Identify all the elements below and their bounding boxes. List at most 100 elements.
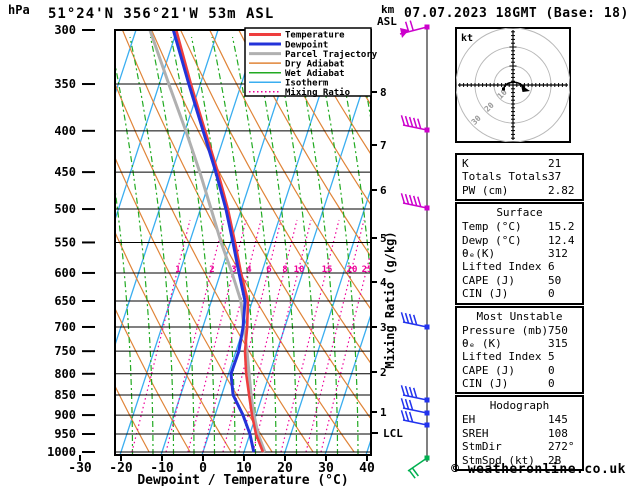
stat-label: Dewp (°C) xyxy=(462,233,522,247)
legend-label: Dry Adiabat xyxy=(285,58,345,69)
stat-row: CAPE (J) 50 xyxy=(462,274,582,287)
stat-value: 50 xyxy=(548,273,562,287)
stat-value: 0 xyxy=(548,363,555,377)
svg-text:LCL: LCL xyxy=(383,427,403,440)
stat-label: Lifted Index xyxy=(462,260,542,274)
svg-text:3: 3 xyxy=(231,265,236,275)
svg-text:ASL: ASL xyxy=(377,15,397,28)
wind-barb-column xyxy=(399,20,430,479)
stat-row: Lifted Index 6 xyxy=(462,260,582,273)
svg-text:2: 2 xyxy=(209,265,214,275)
stats-box: Surface Temp (°C) 15.2 Dewp (°C) 12.4 θₑ(K) 31… xyxy=(455,202,584,305)
svg-text:300: 300 xyxy=(54,23,76,37)
stat-label: Temp (°C) xyxy=(462,220,522,234)
dewpoint-curve xyxy=(171,30,256,453)
mixing-ratio-labels: 1 2 3 4 6 8 10 15 20 25 xyxy=(175,265,371,275)
svg-text:km: km xyxy=(381,3,395,16)
svg-text:6: 6 xyxy=(380,184,387,197)
stat-row: Pressure (mb) 750 xyxy=(462,324,582,337)
legend-label: Wet Adiabat xyxy=(285,68,345,79)
stat-label: SREH xyxy=(462,426,489,440)
svg-text:hPa: hPa xyxy=(8,3,30,17)
svg-text:Mixing Ratio (g/kg): Mixing Ratio (g/kg) xyxy=(383,231,397,368)
stat-value: 315 xyxy=(548,336,568,350)
svg-text:2: 2 xyxy=(380,366,387,379)
svg-text:450: 450 xyxy=(54,165,76,179)
stat-row: StmDir 272° xyxy=(462,440,582,453)
wind-barb xyxy=(400,193,430,211)
stats-section-header: Surface xyxy=(496,206,543,220)
wind-barb xyxy=(399,20,430,38)
stat-label: θₑ(K) xyxy=(462,246,496,260)
svg-text:Dewpoint / Temperature (°C): Dewpoint / Temperature (°C) xyxy=(137,473,348,486)
hodograph-unit: kt xyxy=(461,33,473,44)
svg-text:-20: -20 xyxy=(109,461,133,476)
wet-adiabat-lines xyxy=(115,36,371,455)
svg-text:950: 950 xyxy=(54,427,76,441)
svg-text:15: 15 xyxy=(322,265,333,275)
svg-text:1: 1 xyxy=(175,265,180,275)
stats-section-header: Most Unstable xyxy=(476,309,563,323)
svg-text:-30: -30 xyxy=(68,461,92,476)
svg-text:850: 850 xyxy=(54,388,76,402)
stat-value: 12.4 xyxy=(548,233,575,247)
stats-panel: K 21 Totals Totals 37 PW (cm) 2.82 Surface Temp… xyxy=(455,153,584,472)
stat-label: StmSpd (kt) xyxy=(462,453,535,467)
stat-value: 15.2 xyxy=(548,220,575,234)
parcel-trajectory-curve xyxy=(148,30,267,453)
stat-value: 2.82 xyxy=(548,183,575,197)
stat-value: 37 xyxy=(548,170,562,184)
svg-text:1: 1 xyxy=(380,406,387,419)
stat-label: Totals Totals xyxy=(462,170,549,184)
stat-row: Totals Totals 37 xyxy=(462,170,582,183)
legend-label: Parcel Trajectory xyxy=(285,49,378,60)
stat-value: 6 xyxy=(548,260,555,274)
wind-barb xyxy=(400,385,430,403)
stat-value: 312 xyxy=(548,246,568,260)
stat-row: CAPE (J) 0 xyxy=(462,364,582,377)
stat-label: PW (cm) xyxy=(462,183,509,197)
copyright: © weatheronline.co.uk xyxy=(451,462,626,477)
stat-value: 145 xyxy=(548,413,568,427)
svg-text:700: 700 xyxy=(54,320,76,334)
legend-label: Mixing Ratio xyxy=(285,87,350,98)
svg-text:4: 4 xyxy=(246,265,252,275)
stat-row: SREH 108 xyxy=(462,427,582,440)
svg-text:900: 900 xyxy=(54,408,76,422)
stat-value: 2B xyxy=(548,453,562,467)
svg-text:800: 800 xyxy=(54,367,76,381)
stat-label: EH xyxy=(462,413,476,427)
pressure-axis-labels: 300 350 400 450 500 550 600 650 700 750 800 850 900 9… xyxy=(47,23,95,459)
wind-barb xyxy=(407,455,430,479)
temperature-curve xyxy=(174,30,265,453)
svg-text:10: 10 xyxy=(236,461,252,476)
stat-value: 108 xyxy=(548,426,568,440)
svg-text:500: 500 xyxy=(54,202,76,216)
stat-row: EH 145 xyxy=(462,413,582,426)
svg-text:4: 4 xyxy=(380,276,387,289)
stats-box: Hodograph EH 145 SREH 108 StmDir 272° StmSpd (k… xyxy=(455,395,584,472)
svg-text:0: 0 xyxy=(199,461,207,476)
stat-label: θₑ (K) xyxy=(462,336,502,350)
legend-label: Temperature xyxy=(285,31,345,41)
stat-label: StmDir xyxy=(462,440,502,454)
sounding-curves xyxy=(148,30,267,453)
stat-label: CAPE (J) xyxy=(462,273,515,287)
stat-value: 5 xyxy=(548,350,555,364)
stat-value: 0 xyxy=(548,287,555,301)
legend-label: Dewpoint xyxy=(285,39,328,50)
stat-label: CAPE (J) xyxy=(462,363,515,377)
stat-row: θₑ(K) 312 xyxy=(462,247,582,260)
svg-text:20: 20 xyxy=(347,265,358,275)
mixing-ratio-lines xyxy=(131,219,371,453)
svg-text:40: 40 xyxy=(359,461,375,476)
stat-row: CIN (J) 0 xyxy=(462,287,582,300)
svg-text:1000: 1000 xyxy=(47,445,76,459)
wind-barb xyxy=(400,398,430,416)
stat-row: Dewp (°C) 12.4 xyxy=(462,234,582,247)
stat-value: 272° xyxy=(548,440,575,454)
svg-text:6: 6 xyxy=(266,265,271,275)
